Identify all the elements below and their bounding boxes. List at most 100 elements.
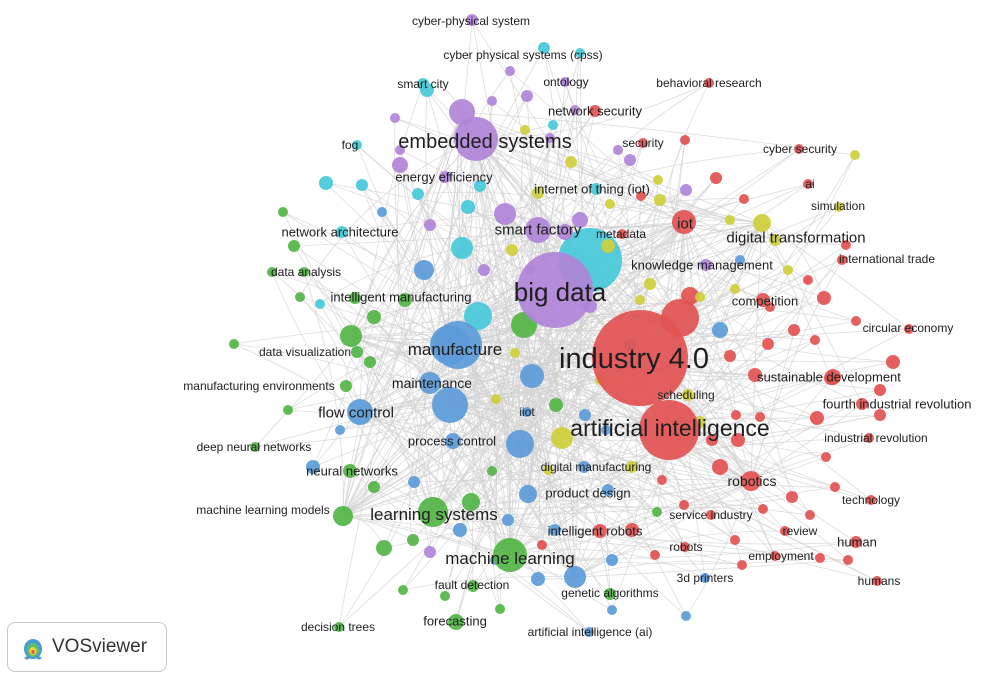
network-node[interactable] bbox=[356, 179, 368, 191]
node-label-digital-transformation[interactable]: digital transformation bbox=[726, 229, 865, 246]
network-node[interactable] bbox=[408, 476, 420, 488]
node-ai[interactable] bbox=[803, 179, 813, 189]
node-fog[interactable] bbox=[352, 140, 362, 150]
network-node[interactable] bbox=[803, 275, 813, 285]
network-node[interactable] bbox=[548, 120, 558, 130]
node-label-product-design[interactable]: product design bbox=[545, 486, 630, 501]
network-node[interactable] bbox=[817, 291, 831, 305]
network-node[interactable] bbox=[635, 295, 645, 305]
network-node[interactable] bbox=[565, 156, 577, 168]
network-node[interactable] bbox=[549, 524, 561, 536]
node-data-analysis[interactable] bbox=[299, 267, 309, 277]
node-technology[interactable] bbox=[866, 495, 876, 505]
node-label-ontology[interactable]: ontology bbox=[543, 75, 588, 89]
network-node[interactable] bbox=[407, 534, 419, 546]
node-smart-factory[interactable] bbox=[525, 217, 551, 243]
node-digital-manufacturing[interactable] bbox=[578, 461, 590, 473]
network-node[interactable] bbox=[368, 481, 380, 493]
network-node[interactable] bbox=[601, 425, 611, 435]
node-label-process-control[interactable]: process control bbox=[408, 434, 496, 449]
network-node[interactable] bbox=[520, 125, 530, 135]
node-review[interactable] bbox=[780, 526, 790, 536]
node-cyber-physical-system[interactable] bbox=[466, 14, 478, 26]
network-node[interactable] bbox=[491, 394, 501, 404]
network-node[interactable] bbox=[502, 514, 514, 526]
node-label-humans[interactable]: humans bbox=[858, 574, 901, 588]
network-node[interactable] bbox=[695, 292, 705, 302]
node-network-security[interactable] bbox=[589, 105, 601, 117]
network-node[interactable] bbox=[229, 339, 239, 349]
network-node[interactable] bbox=[440, 591, 450, 601]
network-node[interactable] bbox=[737, 560, 747, 570]
network-node[interactable] bbox=[652, 507, 662, 517]
node-label-3d-printers[interactable]: 3d printers bbox=[677, 571, 734, 585]
network-node[interactable] bbox=[495, 604, 505, 614]
node-iiot[interactable] bbox=[522, 407, 532, 417]
network-node[interactable] bbox=[762, 338, 774, 350]
network-node[interactable] bbox=[364, 356, 376, 368]
network-node[interactable] bbox=[572, 212, 588, 228]
node-intelligent-manufacturing[interactable] bbox=[349, 292, 361, 304]
node-label-iot[interactable]: iot bbox=[677, 215, 694, 232]
network-node[interactable] bbox=[783, 265, 793, 275]
network-node[interactable] bbox=[340, 325, 362, 347]
network-node[interactable] bbox=[424, 219, 436, 231]
node-label-genetic-algorithms[interactable]: genetic algorithms bbox=[561, 586, 658, 600]
network-node[interactable] bbox=[810, 411, 824, 425]
node-label-manufacturing-environments[interactable]: manufacturing environments bbox=[183, 379, 334, 393]
network-node[interactable] bbox=[731, 410, 741, 420]
node-deep-neural-networks[interactable] bbox=[250, 442, 260, 452]
node-label-intelligent-robots[interactable]: intelligent robots bbox=[548, 524, 643, 539]
network-node[interactable] bbox=[306, 460, 320, 474]
network-node[interactable] bbox=[712, 459, 728, 475]
network-node[interactable] bbox=[543, 465, 553, 475]
node-label-metadata[interactable]: metadata bbox=[596, 227, 646, 241]
network-node[interactable] bbox=[392, 157, 408, 173]
network-node[interactable] bbox=[537, 540, 547, 550]
node-label-industry-4-0[interactable]: industry 4.0 bbox=[559, 343, 709, 375]
network-node[interactable] bbox=[531, 572, 545, 586]
network-node[interactable] bbox=[653, 175, 663, 185]
network-node[interactable] bbox=[538, 42, 550, 54]
network-node[interactable] bbox=[730, 535, 740, 545]
node-label-international-trade[interactable]: international trade bbox=[839, 252, 935, 266]
node-label-cyber-physical-system[interactable]: cyber-physical system bbox=[412, 14, 530, 28]
node-label-circular-economy[interactable]: circular economy bbox=[863, 321, 954, 335]
network-node[interactable] bbox=[725, 215, 735, 225]
network-node[interactable] bbox=[494, 203, 516, 225]
network-node[interactable] bbox=[564, 566, 586, 588]
node-maintenance[interactable] bbox=[419, 372, 441, 394]
network-node[interactable] bbox=[278, 207, 288, 217]
node-label-employment[interactable]: employment bbox=[748, 549, 814, 563]
network-node[interactable] bbox=[636, 191, 646, 201]
node-label-energy-efficiency[interactable]: energy efficiency bbox=[395, 170, 493, 185]
network-node[interactable] bbox=[657, 475, 667, 485]
node-label-artificial-intelligence-ai[interactable]: artificial intelligence (ai) bbox=[528, 625, 653, 639]
node-3d-printers[interactable] bbox=[700, 573, 710, 583]
network-node[interactable] bbox=[462, 493, 480, 511]
network-node[interactable] bbox=[735, 255, 745, 265]
node-machine-learning[interactable] bbox=[493, 538, 527, 572]
node-label-scheduling[interactable]: scheduling bbox=[657, 388, 714, 402]
node-label-big-data[interactable]: big data bbox=[514, 277, 607, 307]
node-label-competition[interactable]: competition bbox=[732, 294, 798, 309]
network-node[interactable] bbox=[650, 550, 660, 560]
network-node[interactable] bbox=[680, 135, 690, 145]
network-node[interactable] bbox=[557, 224, 573, 240]
node-label-decision-trees[interactable]: decision trees bbox=[301, 620, 375, 634]
node-label-cyber-physical-systems-cpss[interactable]: cyber physical systems (cpss) bbox=[443, 48, 602, 62]
node-label-digital-manufacturing[interactable]: digital manufacturing bbox=[541, 460, 652, 474]
network-node[interactable] bbox=[487, 96, 497, 106]
node-circular-economy[interactable] bbox=[904, 324, 914, 334]
node-genetic-algorithms[interactable] bbox=[604, 588, 616, 600]
network-node[interactable] bbox=[874, 409, 886, 421]
node-label-machine-learning-models[interactable]: machine learning models bbox=[196, 503, 329, 517]
node-knowledge-management[interactable] bbox=[700, 259, 712, 271]
network-node[interactable] bbox=[605, 199, 615, 209]
network-node[interactable] bbox=[267, 267, 277, 277]
network-node[interactable] bbox=[390, 113, 400, 123]
network-node[interactable] bbox=[654, 194, 666, 206]
node-manufacture[interactable] bbox=[434, 321, 482, 369]
node-scheduling[interactable] bbox=[682, 389, 694, 401]
node-international-trade[interactable] bbox=[837, 255, 847, 265]
